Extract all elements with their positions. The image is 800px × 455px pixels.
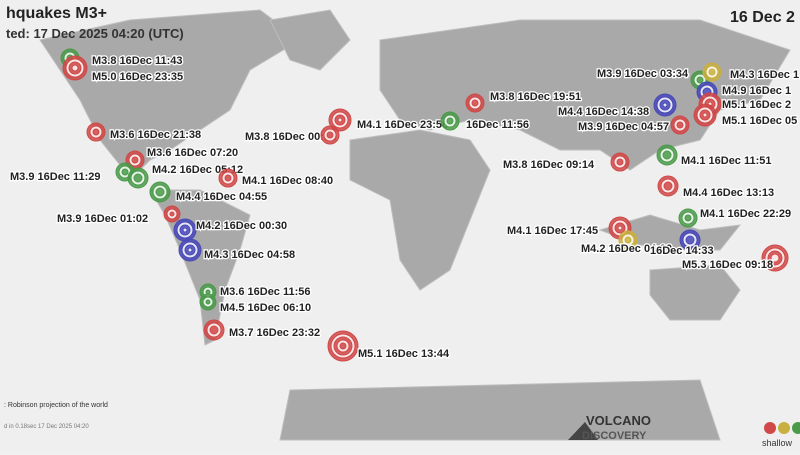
quake-label: M4.2 16Dec 00:30 — [196, 220, 287, 232]
quake-label: M4.4 16Dec 04:55 — [176, 191, 267, 203]
quake-label: M3.6 16Dec 07:20 — [147, 147, 238, 159]
quake-marker — [662, 150, 672, 160]
quake-label: M3.8 16Dec 11:43 — [92, 55, 183, 67]
legend-marker — [778, 422, 790, 434]
quake-marker — [662, 102, 668, 108]
brand-bottom: DISCOVERY — [582, 430, 647, 442]
quake-label: M3.6 16Dec 11:56 — [220, 286, 311, 298]
quake-label: M4.2 16Dec 04:00 — [581, 243, 672, 255]
updated: ted: 17 Dec 2025 04:20 (UTC) — [6, 26, 184, 41]
quake-marker — [708, 68, 716, 76]
quake-label: M5.3 16Dec 09:18 — [682, 259, 773, 271]
quake-marker — [337, 117, 343, 123]
quake-label: M4.3 16Dec 04:58 — [204, 249, 295, 261]
quake-marker — [339, 342, 347, 350]
legend-marker — [792, 422, 800, 434]
quake-marker — [133, 173, 143, 183]
quake-label: M4.1 16Dec 17:45 — [507, 225, 598, 237]
quake-label: M4.4 16Dec 14:38 — [558, 106, 649, 118]
quake-label: M3.6 16Dec 21:38 — [110, 129, 201, 141]
quake-marker — [71, 64, 79, 72]
quake-label: M4.1 16Dec 08:40 — [242, 175, 333, 187]
quake-marker — [663, 181, 673, 191]
quake-marker — [616, 158, 624, 166]
quake-label: M3.7 16Dec 23:32 — [229, 327, 320, 339]
quake-label: M3.8 16Dec 00:12 — [245, 131, 336, 143]
quake-label: M4.3 16Dec 1 — [730, 69, 799, 81]
quake-label: M5.1 16Dec 13:44 — [358, 348, 450, 360]
legend-label: shallow — [762, 438, 793, 448]
quake-label: M3.8 16Dec 09:14 — [503, 159, 595, 171]
quake-label: M4.1 16Dec 11:51 — [681, 155, 772, 167]
quake-label: M4.9 16Dec 1 — [722, 85, 791, 97]
quake-marker — [121, 168, 129, 176]
quake-marker — [155, 187, 165, 197]
quake-marker — [205, 299, 211, 305]
quake-label: M4.1 16Dec 22:29 — [700, 208, 791, 220]
quake-label: M3.9 16Dec 01:02 — [57, 213, 148, 225]
quake-marker — [702, 112, 708, 118]
quake-marker — [187, 247, 193, 253]
legend-marker — [764, 422, 776, 434]
quake-label: M3.9 16Dec 04:57 — [578, 121, 669, 133]
quake-label: M3.9 16Dec 03:34 — [597, 68, 689, 80]
title: hquakes M3+ — [6, 5, 107, 22]
quake-marker — [209, 325, 219, 335]
brand-top: VOLCANO — [586, 413, 651, 428]
brand: VOLCANO DISCOVERY — [568, 413, 651, 442]
quake-marker — [624, 236, 632, 244]
quake-label: M3.8 16Dec 19:51 — [490, 91, 581, 103]
quake-marker — [205, 289, 211, 295]
projection-note: : Robinson projection of the world — [4, 402, 108, 409]
quake-marker — [326, 131, 334, 139]
quake-label: M4.4 16Dec 13:13 — [683, 187, 774, 199]
quake-label: M3.9 16Dec 11:29 — [10, 171, 101, 183]
quake-label: M5.1 16Dec 05 — [722, 115, 797, 127]
quake-label: M4.5 16Dec 06:10 — [220, 302, 311, 314]
quake-label: 16Dec 11:56 — [466, 119, 529, 131]
quake-marker — [224, 174, 232, 182]
quake-marker — [131, 156, 139, 164]
quake-marker — [471, 99, 479, 107]
date: 16 Dec 2 — [730, 9, 795, 26]
quake-marker — [617, 225, 623, 231]
quake-marker — [676, 121, 684, 129]
quake-marker — [684, 214, 692, 222]
quake-marker — [696, 76, 704, 84]
quake-marker — [446, 117, 454, 125]
generated-note: d in 0.18sec 17 Dec 2025 04:20 — [4, 424, 89, 430]
quake-label: 16Dec 14:33 — [650, 245, 714, 257]
quake-marker — [92, 128, 100, 136]
quake-marker — [685, 235, 695, 245]
quake-marker — [770, 253, 780, 263]
quake-marker — [182, 227, 188, 233]
quake-label: M5.0 16Dec 23:35 — [92, 71, 183, 83]
quake-marker — [169, 211, 175, 217]
quake-label: M4.1 16Dec 23:58 — [357, 119, 448, 131]
quake-label: M5.1 16Dec 2 — [722, 99, 791, 111]
